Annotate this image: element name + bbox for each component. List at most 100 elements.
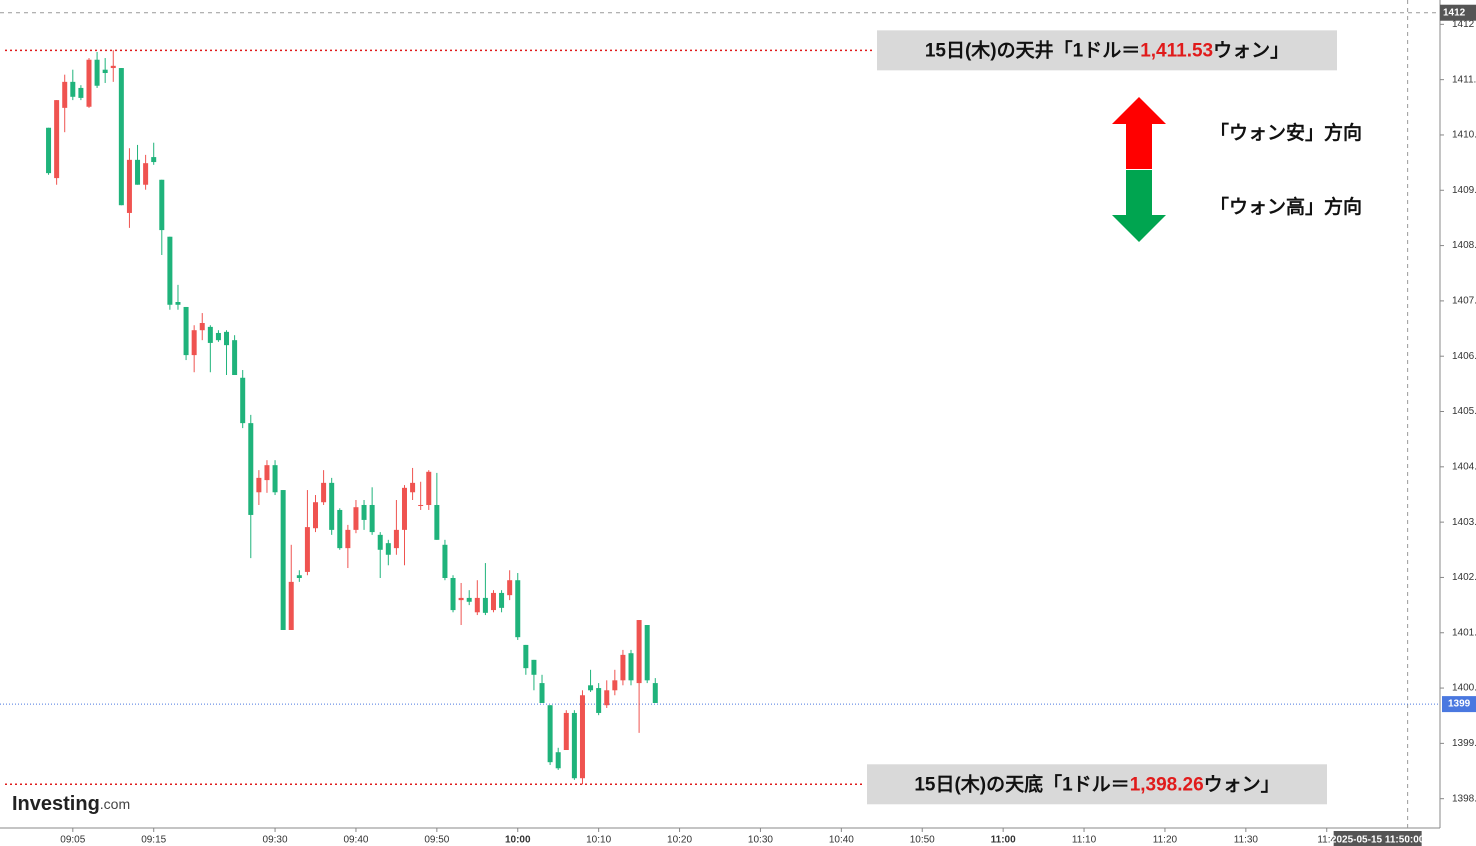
candle-body — [418, 504, 424, 506]
candle-body — [199, 323, 205, 331]
candle-body — [264, 465, 270, 481]
candle-body — [304, 527, 310, 572]
candle-body — [434, 504, 440, 540]
candle-body — [361, 504, 367, 520]
y-tick-label: 1402. — [1452, 572, 1476, 583]
candle-body — [102, 69, 108, 74]
candle-body — [644, 625, 650, 681]
annotation-box — [867, 764, 1327, 805]
candle-body — [563, 712, 569, 751]
candle-body — [401, 487, 407, 530]
annotation-value: 1,411.53 — [1140, 40, 1213, 61]
annotation-box — [877, 30, 1337, 71]
x-tick-label: 09:05 — [60, 835, 85, 846]
candle-body — [474, 597, 480, 613]
candle-body — [329, 482, 335, 530]
x-tick-label: 10:40 — [829, 835, 854, 846]
candle-body — [313, 502, 319, 529]
candle-body — [490, 592, 496, 611]
x-tick-label: 11:00 — [991, 835, 1016, 846]
candle-body — [159, 179, 165, 231]
legend-arrow-down — [1112, 170, 1166, 242]
y-tick-label: 1406. — [1452, 351, 1476, 362]
candle-body — [46, 127, 52, 174]
y-tick-label: 1403. — [1452, 517, 1476, 528]
x-tick-label: 10:10 — [586, 835, 611, 846]
candle-body — [466, 597, 472, 602]
y-tick-label: 1401. — [1452, 627, 1476, 638]
candle-body — [54, 100, 60, 179]
candle-body — [628, 653, 634, 681]
watermark-suffix: .com — [100, 796, 130, 812]
candle-body — [78, 87, 84, 98]
candle-body — [539, 683, 545, 703]
crosshair-time-label: 2025-05-15 11:50:00 — [1331, 835, 1425, 846]
candle-body — [596, 688, 602, 713]
candle-body — [296, 575, 302, 578]
candle-body — [369, 504, 375, 533]
candle-body — [183, 306, 189, 356]
candle-body — [272, 465, 278, 493]
candle-body — [135, 159, 141, 185]
candle-body — [118, 68, 124, 206]
x-tick-label: 09:40 — [343, 835, 368, 846]
crosshair-price-tag — [1440, 4, 1476, 21]
candle-body — [321, 482, 327, 503]
x-tick-label: 11:30 — [1234, 835, 1259, 846]
candle-body — [207, 326, 213, 343]
y-tick-label: 1412 — [1452, 19, 1475, 30]
y-tick-label: 1404. — [1452, 461, 1476, 472]
x-tick-label: 10:30 — [748, 835, 773, 846]
watermark: Investing.com — [12, 793, 130, 815]
x-tick-label: 09:50 — [424, 835, 449, 846]
x-tick-label: 10:20 — [667, 835, 692, 846]
annotation-before: 15日(木)の天井「1ドル＝ — [925, 38, 1140, 61]
y-tick-label: 1399. — [1452, 738, 1476, 749]
candle-body — [377, 534, 383, 550]
candle-body — [70, 81, 76, 97]
crosshair-time-tag — [1333, 831, 1422, 846]
annotation-after: ウォン」 — [1213, 39, 1289, 61]
candle-body — [110, 65, 116, 69]
x-tick-label: 11:20 — [1153, 835, 1178, 846]
candle-body — [345, 529, 351, 549]
candle-body — [393, 529, 399, 549]
last-price-label: 1399 — [1448, 699, 1471, 710]
candle-body — [248, 423, 254, 515]
candle-body — [579, 695, 585, 779]
candle-body — [337, 509, 343, 549]
candle-body — [458, 597, 464, 601]
candle-body — [571, 712, 577, 779]
y-tick-label: 1408. — [1452, 240, 1476, 251]
watermark-brand: Investing — [12, 793, 100, 815]
x-tick-label: 10:50 — [910, 835, 935, 846]
x-tick-label: 11:4 — [1317, 835, 1336, 846]
candle-body — [450, 577, 456, 611]
candle-body — [191, 330, 197, 356]
y-tick-label: 1409. — [1452, 185, 1476, 196]
candle-body — [604, 690, 610, 706]
candle-body — [482, 597, 488, 613]
y-tick-label: 1405. — [1452, 406, 1476, 417]
candle-body — [499, 592, 505, 608]
y-tick-label: 1410. — [1452, 130, 1476, 141]
candle-body — [62, 81, 68, 108]
x-tick-label: 09:30 — [263, 835, 288, 846]
candle-body — [385, 543, 391, 555]
y-tick-label: 1411. — [1452, 74, 1476, 85]
candle-body — [588, 685, 594, 691]
candle-body — [612, 680, 618, 691]
candle-body — [143, 163, 149, 185]
y-tick-label: 1398. — [1452, 793, 1476, 804]
candle-body — [652, 683, 658, 703]
candle-body — [515, 580, 521, 638]
candle-body — [555, 752, 561, 769]
candle-body — [256, 477, 262, 493]
x-tick-label: 11:10 — [1072, 835, 1097, 846]
candle-body — [151, 157, 157, 163]
candle-body — [240, 377, 246, 424]
candle-body — [426, 471, 432, 505]
candle-body — [175, 301, 181, 305]
annotation-after: ウォン」 — [1204, 773, 1280, 795]
